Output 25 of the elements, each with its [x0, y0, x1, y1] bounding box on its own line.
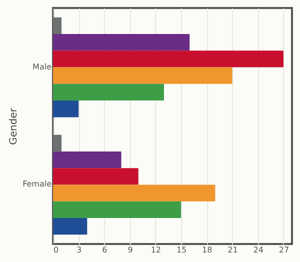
bar [53, 34, 190, 51]
y-tick-label: Male [32, 62, 52, 72]
bar [53, 67, 232, 84]
bar [53, 17, 62, 34]
bar [53, 184, 216, 202]
x-tick-label: 3 [76, 246, 82, 254]
bar [53, 201, 182, 218]
x-tick-label: 6 [102, 246, 108, 254]
bar [53, 218, 88, 235]
x-tick-label: 18 [202, 246, 212, 254]
bar [53, 100, 79, 118]
x-tick-label: 27 [278, 246, 290, 254]
x-tick-label: 0 [54, 246, 59, 254]
bar [53, 84, 164, 101]
bar [53, 151, 122, 168]
bar [53, 50, 284, 68]
x-tick-label: 9 [128, 246, 133, 254]
x-tick-label: 24 [253, 246, 264, 254]
y-tick-label: Female [22, 180, 52, 189]
bar [53, 134, 62, 152]
x-tick-label: 21 [228, 246, 238, 254]
x-tick-label: 12 [150, 246, 162, 254]
bar [53, 168, 138, 185]
y-axis-title: Gender [8, 107, 20, 145]
x-tick-label: 15 [176, 246, 187, 254]
